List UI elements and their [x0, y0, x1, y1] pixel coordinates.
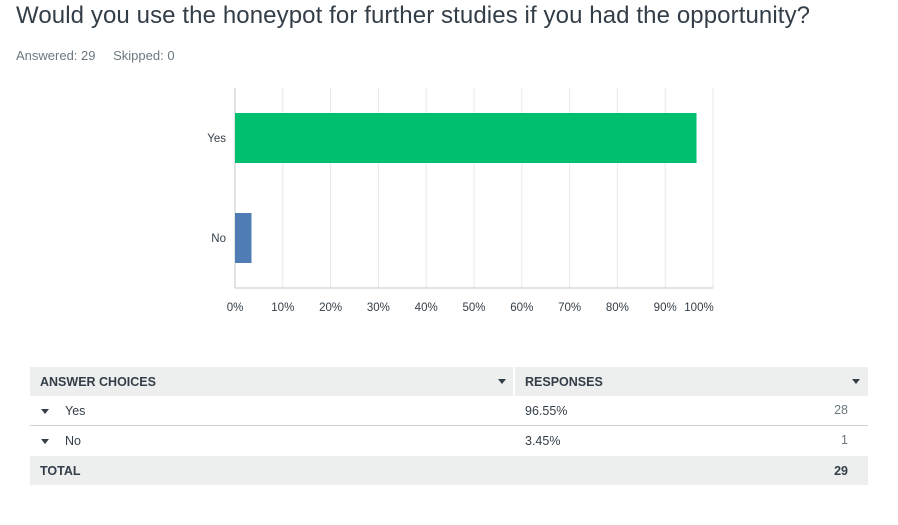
bar-no	[235, 213, 252, 263]
x-tick-label: 90%	[654, 302, 677, 314]
x-tick-label: 20%	[319, 302, 342, 314]
bar-yes	[235, 113, 697, 163]
choice-percent: 3.45%	[525, 434, 561, 448]
question-title: Would you use the honeypot for further s…	[16, 2, 811, 29]
table-header-row: ANSWER CHOICES RESPONSES	[30, 367, 868, 396]
table-total-row: TOTAL 29	[30, 456, 868, 485]
sort-choices-icon[interactable]	[498, 379, 506, 384]
responses-header[interactable]: RESPONSES	[525, 375, 603, 389]
x-tick-label: 40%	[415, 302, 438, 314]
bar-chart: 0% 10% 20% 30% 40% 50% 60% 70% 80% 90% 100% Yes No	[207, 88, 714, 314]
total-count: 29	[834, 464, 848, 478]
sort-responses-icon[interactable]	[852, 379, 860, 384]
choice-percent: 96.55%	[525, 404, 568, 418]
x-tick-label: 50%	[462, 302, 485, 314]
x-tick-label: 60%	[510, 302, 533, 314]
expand-row-icon[interactable]	[41, 409, 49, 414]
table-row: Yes 96.55% 28	[30, 396, 868, 426]
header-divider	[513, 367, 515, 396]
answer-choices-header[interactable]: ANSWER CHOICES	[40, 375, 156, 389]
skipped-count: Skipped: 0	[113, 48, 175, 63]
choice-count: 1	[841, 433, 848, 447]
choice-label: Yes	[65, 404, 86, 418]
response-stats: Answered: 29 Skipped: 0	[16, 48, 189, 63]
x-tick-label: 70%	[558, 302, 581, 314]
choice-count: 28	[834, 403, 848, 417]
total-label: TOTAL	[40, 464, 81, 478]
x-tick-label: 80%	[606, 302, 629, 314]
choice-label: No	[65, 434, 81, 448]
x-tick-label: 10%	[271, 302, 294, 314]
x-tick-label: 0%	[227, 302, 244, 314]
x-tick-label: 100%	[684, 302, 713, 314]
x-tick-label: 30%	[367, 302, 390, 314]
y-tick-label: No	[211, 233, 226, 245]
y-tick-label: Yes	[207, 133, 226, 145]
table-row: No 3.45% 1	[30, 426, 868, 456]
expand-row-icon[interactable]	[41, 439, 49, 444]
answered-count: Answered: 29	[16, 48, 96, 63]
